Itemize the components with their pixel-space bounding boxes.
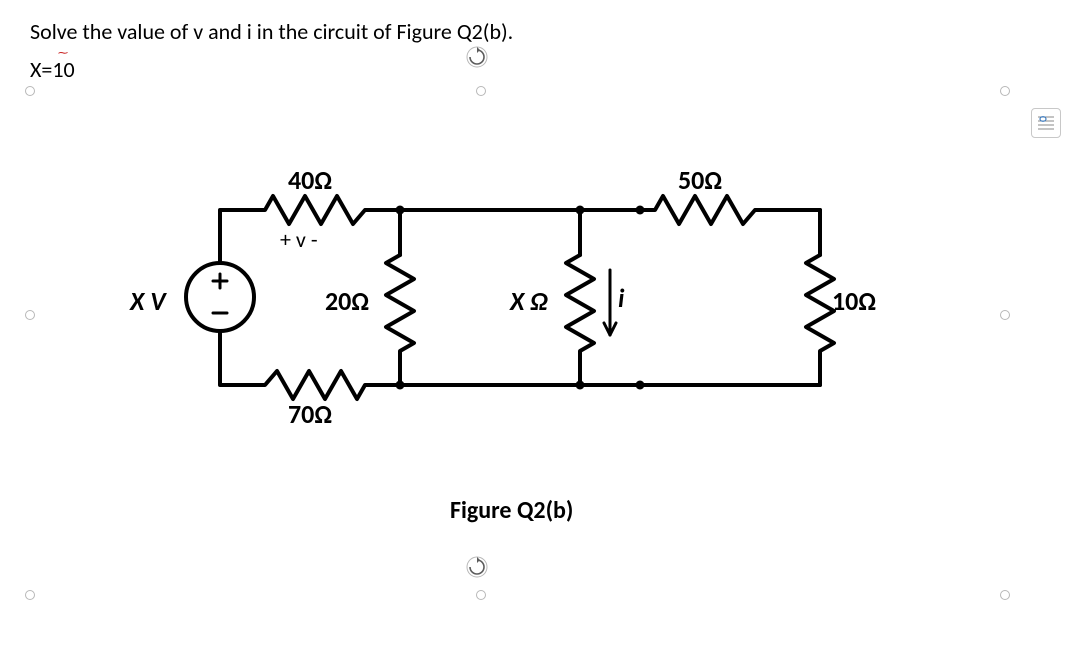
i-label: i [618, 282, 624, 314]
selection-handle[interactable] [1000, 590, 1010, 600]
question-text: Solve the value of v and i in the circui… [30, 18, 513, 45]
r-bottom-value: 70Ω [288, 398, 332, 430]
selection-handle[interactable] [25, 590, 35, 600]
selection-handle[interactable] [25, 86, 35, 96]
rotate-handle-icon[interactable] [466, 46, 488, 68]
circuit-diagram: X V 40Ω + v - 20Ω X Ω i 50Ω 10Ω 70Ω [140, 160, 920, 460]
r-branch1-value: 20Ω [325, 285, 369, 317]
selection-handle[interactable] [1000, 310, 1010, 320]
r-top-right-value: 50Ω [678, 164, 722, 196]
question-text-content: Solve the value of v and i in the circui… [30, 18, 513, 45]
selection-handle[interactable] [476, 590, 486, 600]
source-label: X V [130, 285, 166, 317]
selection-handle[interactable] [476, 86, 486, 96]
rotate-handle-icon[interactable] [466, 556, 488, 578]
selection-handle[interactable] [25, 310, 35, 320]
r-right-value: 10Ω [832, 285, 876, 317]
selection-handle[interactable] [1000, 86, 1010, 96]
layout-options-icon[interactable] [1031, 108, 1061, 138]
r-branch2-value: X Ω [510, 285, 548, 317]
given-value: X=10 [30, 56, 75, 83]
v-polarity-label: + v - [280, 226, 318, 253]
r-top-left-value: 40Ω [288, 164, 332, 196]
figure-caption: Figure Q2(b) [450, 496, 573, 525]
